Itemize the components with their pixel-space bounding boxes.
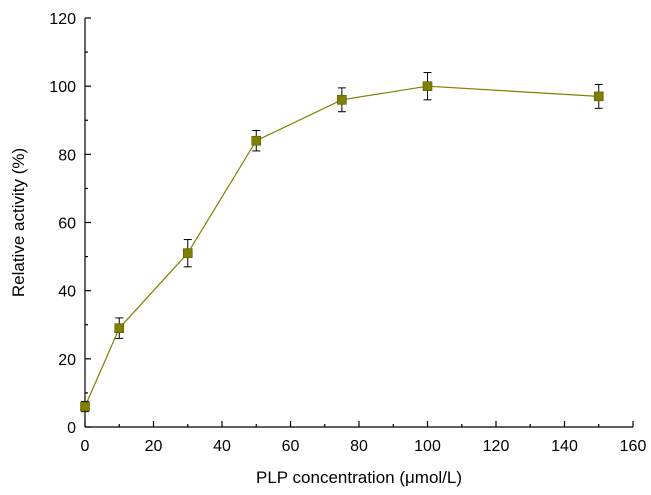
y-tick-label: 20 bbox=[58, 352, 76, 369]
y-tick-label: 40 bbox=[58, 284, 76, 301]
x-tick-label: 140 bbox=[551, 438, 578, 455]
data-point bbox=[422, 81, 433, 91]
y-ticks: 0 20 40 60 80 100 120 bbox=[49, 11, 91, 437]
x-axis-title: PLP concentration (μmol/L) bbox=[256, 468, 462, 487]
series-line bbox=[84, 85, 599, 407]
data-point bbox=[593, 91, 604, 102]
y-tick-label: 0 bbox=[67, 420, 76, 437]
x-ticks: 0 20 40 60 80 100 120 140 160 bbox=[81, 421, 647, 455]
data-point bbox=[337, 95, 347, 105]
x-tick-label: 160 bbox=[620, 438, 647, 455]
data-point bbox=[251, 135, 262, 146]
x-tick-label: 20 bbox=[145, 438, 163, 455]
axes bbox=[84, 18, 633, 428]
data-point bbox=[80, 401, 90, 412]
data-point bbox=[114, 323, 125, 333]
data-point bbox=[182, 248, 193, 258]
series bbox=[80, 72, 604, 413]
x-tick-label: 0 bbox=[81, 438, 90, 455]
y-tick-label: 80 bbox=[58, 147, 76, 164]
y-tick-label: 100 bbox=[49, 79, 76, 96]
x-tick-label: 120 bbox=[483, 438, 510, 455]
x-tick-label: 100 bbox=[414, 438, 441, 455]
x-tick-label: 80 bbox=[350, 438, 368, 455]
y-tick-label: 120 bbox=[49, 11, 76, 28]
y-axis-title: Relative activity (%) bbox=[9, 148, 28, 297]
x-tick-label: 40 bbox=[213, 438, 231, 455]
y-tick-label: 60 bbox=[58, 216, 76, 233]
x-tick-label: 60 bbox=[282, 438, 300, 455]
